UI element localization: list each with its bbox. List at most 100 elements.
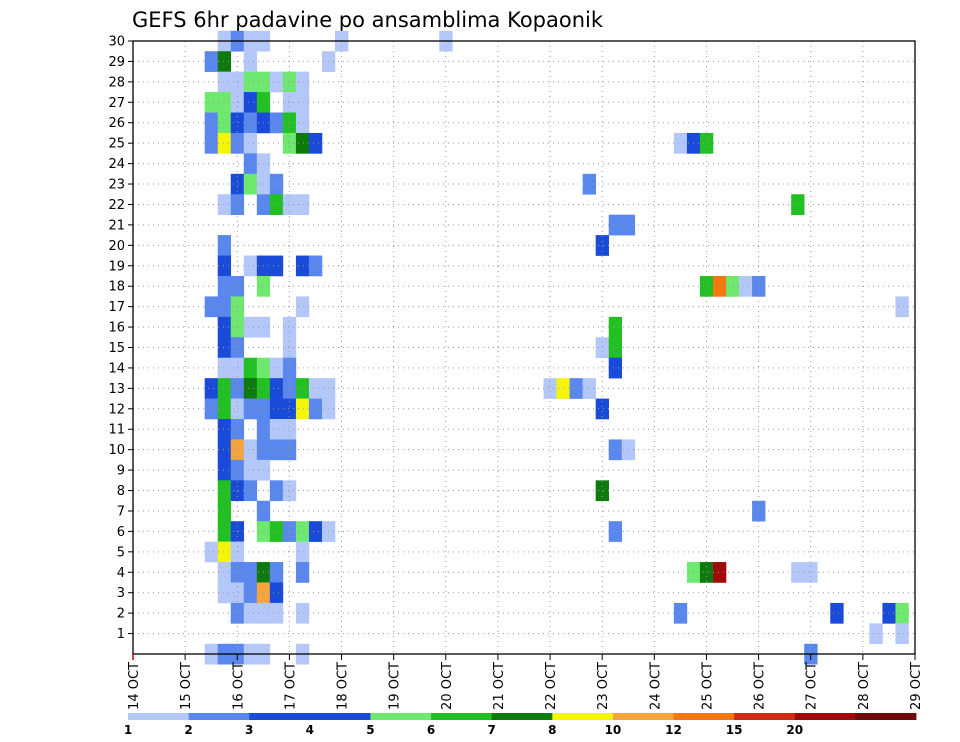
heatmap-cell [243,173,258,195]
y-tick-label: 5 [117,545,125,560]
heatmap-cell [269,173,284,195]
y-tick-label: 19 [108,259,125,274]
y-axis-ticks: 1234567891011121314151617181920212223242… [108,35,133,642]
colorbar-label: 2 [184,723,192,737]
heatmap-cell [243,602,258,624]
colorbar-segment [370,713,432,720]
colorbar-label: 20 [786,723,803,737]
y-tick-label: 21 [108,218,125,233]
heatmap-cell [295,112,310,134]
heatmap-cell [673,602,688,624]
colorbar-label: 15 [726,723,743,737]
heatmap-cell [569,378,583,399]
heatmap-cell [295,602,310,624]
y-tick-label: 4 [117,566,125,581]
colorbar-label: 5 [366,723,374,737]
heatmap-cell [217,112,232,134]
heatmap-cell [282,132,297,154]
heatmap-cell [243,562,258,583]
heatmap-cell [230,316,245,338]
heatmap-cell [295,541,310,563]
heatmap-cell [895,296,909,318]
heatmap-cell [830,602,844,624]
heatmap-cell [791,562,805,583]
x-axis-ticks: 14 OCT 15 OCT 16 OCT 17 OCT 18 OCT 19 OCT 20 O… [127,654,924,710]
heatmap-cell [595,337,610,359]
heatmap-cell [217,459,232,481]
x-tick-label: 25 OCT [700,662,715,710]
heatmap-cell [204,541,219,563]
x-tick-label: 18 OCT [336,662,351,710]
heatmap-cell [269,194,284,215]
heatmap-cell [204,378,219,399]
y-tick-label: 8 [117,484,125,499]
heatmap-cell [230,378,245,399]
heatmap-cell [282,194,297,215]
heatmap-cell [882,602,896,624]
colorbar-segment [431,713,493,720]
heatmap-cell [295,132,310,154]
y-tick-label: 30 [108,35,125,50]
x-tick-label: 22 OCT [544,662,559,710]
heatmap-cell [895,623,909,645]
heatmap-cell [543,378,557,399]
heatmap-cell [582,378,596,399]
heatmap-cell [217,132,232,154]
y-tick-label: 2 [117,607,125,622]
heatmap-cell [217,275,232,297]
heatmap-cells [204,30,909,665]
heatmap-cell [269,480,284,502]
x-tick-label: 23 OCT [596,662,611,710]
heatmap-cell [230,337,245,359]
heatmap-cell [217,296,232,318]
heatmap-cell [739,275,753,297]
x-tick-label: 17 OCT [283,662,298,710]
y-tick-label: 12 [108,402,125,417]
heatmap-cell [699,562,714,583]
heatmap-cell [295,92,310,113]
x-tick-label: 19 OCT [388,662,403,710]
y-tick-label: 27 [108,96,125,111]
heatmap-cell [295,71,310,93]
x-tick-label: 28 OCT [857,662,872,710]
colorbar-label: 6 [427,723,435,737]
heatmap-cell [269,419,284,440]
heatmap-cell [217,357,232,379]
heatmap-cell [295,521,310,542]
heatmap-cell [582,173,596,195]
heatmap-cell [230,602,245,624]
heatmap-cell [308,398,323,420]
heatmap-cell [217,378,232,399]
heatmap-cell [230,562,245,583]
heatmap-cell [217,194,232,215]
heatmap-cell [243,357,258,379]
heatmap-cell [295,378,310,399]
heatmap-cell [243,71,258,93]
heatmap-cell [243,398,258,420]
heatmap-cell [217,439,232,461]
heatmap-cell [204,92,219,113]
y-tick-label: 9 [117,464,125,479]
heatmap-cell [217,541,232,563]
heatmap-cell [204,398,219,420]
heatmap-cell [243,439,258,461]
heatmap-cell [230,92,245,113]
colorbar-segment [612,713,674,720]
heatmap-cell [282,316,297,338]
x-tick-label: 16 OCT [231,662,246,710]
heatmap-cell [217,521,232,542]
heatmap-cell [282,398,297,420]
heatmap-cell [608,214,623,236]
heatmap-cell [243,459,258,481]
heatmap-cell [230,582,245,604]
heatmap-cell [295,194,310,215]
y-tick-label: 10 [108,443,125,458]
colorbar-segment [188,713,250,720]
heatmap-cell [217,51,232,72]
heatmap-cell [282,92,297,113]
colorbar-label: 12 [665,723,682,737]
heatmap-cell [230,357,245,379]
colorbar-segment [309,713,371,720]
heatmap-cell [608,439,623,461]
heatmap-cell [230,71,245,93]
